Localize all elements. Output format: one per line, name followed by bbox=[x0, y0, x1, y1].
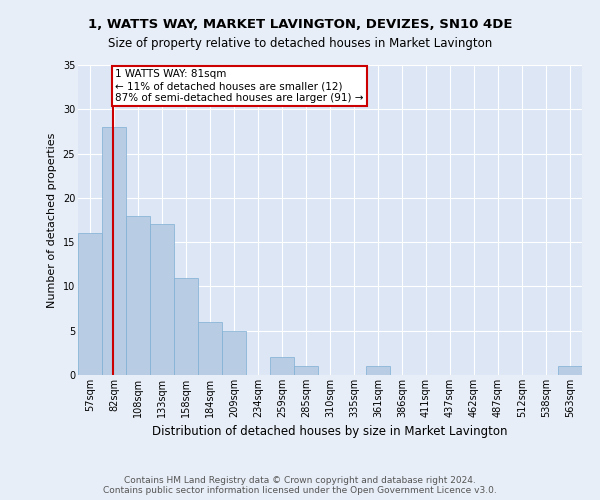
Bar bbox=[558, 366, 582, 375]
Y-axis label: Number of detached properties: Number of detached properties bbox=[47, 132, 57, 308]
Bar bbox=[78, 234, 102, 375]
Bar bbox=[150, 224, 174, 375]
X-axis label: Distribution of detached houses by size in Market Lavington: Distribution of detached houses by size … bbox=[152, 426, 508, 438]
Bar bbox=[222, 330, 246, 375]
Bar bbox=[294, 366, 318, 375]
Text: Contains HM Land Registry data © Crown copyright and database right 2024.
Contai: Contains HM Land Registry data © Crown c… bbox=[103, 476, 497, 495]
Bar bbox=[174, 278, 198, 375]
Bar bbox=[126, 216, 150, 375]
Bar bbox=[366, 366, 390, 375]
Bar bbox=[270, 358, 294, 375]
Text: 1, WATTS WAY, MARKET LAVINGTON, DEVIZES, SN10 4DE: 1, WATTS WAY, MARKET LAVINGTON, DEVIZES,… bbox=[88, 18, 512, 30]
Text: 1 WATTS WAY: 81sqm
← 11% of detached houses are smaller (12)
87% of semi-detache: 1 WATTS WAY: 81sqm ← 11% of detached hou… bbox=[115, 70, 364, 102]
Text: Size of property relative to detached houses in Market Lavington: Size of property relative to detached ho… bbox=[108, 38, 492, 51]
Bar bbox=[102, 127, 126, 375]
Bar bbox=[198, 322, 222, 375]
